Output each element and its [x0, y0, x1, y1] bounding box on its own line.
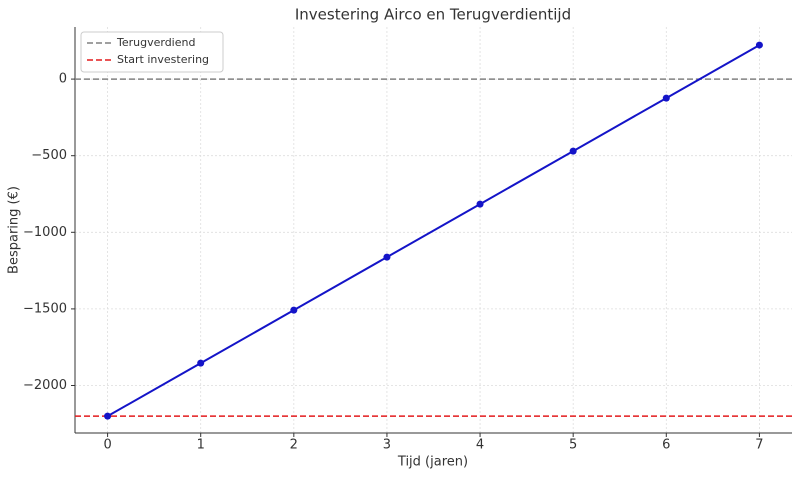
- x-tick-label: 6: [662, 438, 670, 453]
- x-tick-label: 4: [476, 438, 484, 453]
- data-point: [197, 359, 205, 367]
- legend-label: Start investering: [117, 53, 209, 66]
- data-point: [104, 412, 112, 420]
- data-point: [476, 200, 484, 208]
- data-point: [383, 253, 391, 261]
- x-tick-label: 7: [755, 438, 763, 453]
- x-tick-label: 3: [383, 438, 391, 453]
- series-line: [107, 44, 760, 418]
- data-point: [662, 94, 670, 102]
- y-tick-label: −500: [31, 148, 67, 163]
- data-point: [290, 306, 298, 314]
- y-tick-label: 0: [59, 72, 67, 87]
- y-tick-label: −1000: [23, 225, 67, 240]
- y-tick-label: −2000: [23, 378, 67, 393]
- data-point: [755, 41, 763, 49]
- x-axis-label: Tijd (jaren): [397, 455, 468, 470]
- x-tick-label: 2: [290, 438, 298, 453]
- legend-label: Terugverdiend: [116, 36, 195, 49]
- y-tick-label: −1500: [23, 301, 67, 316]
- legend-box: [80, 31, 224, 73]
- chart-title: Investering Airco en Terugverdientijd: [295, 6, 571, 24]
- x-tick-label: 0: [103, 438, 111, 453]
- x-tick-label: 1: [197, 438, 205, 453]
- y-axis-label: Besparing (€): [7, 186, 22, 274]
- data-point: [569, 147, 577, 155]
- x-tick-label: 5: [569, 438, 577, 453]
